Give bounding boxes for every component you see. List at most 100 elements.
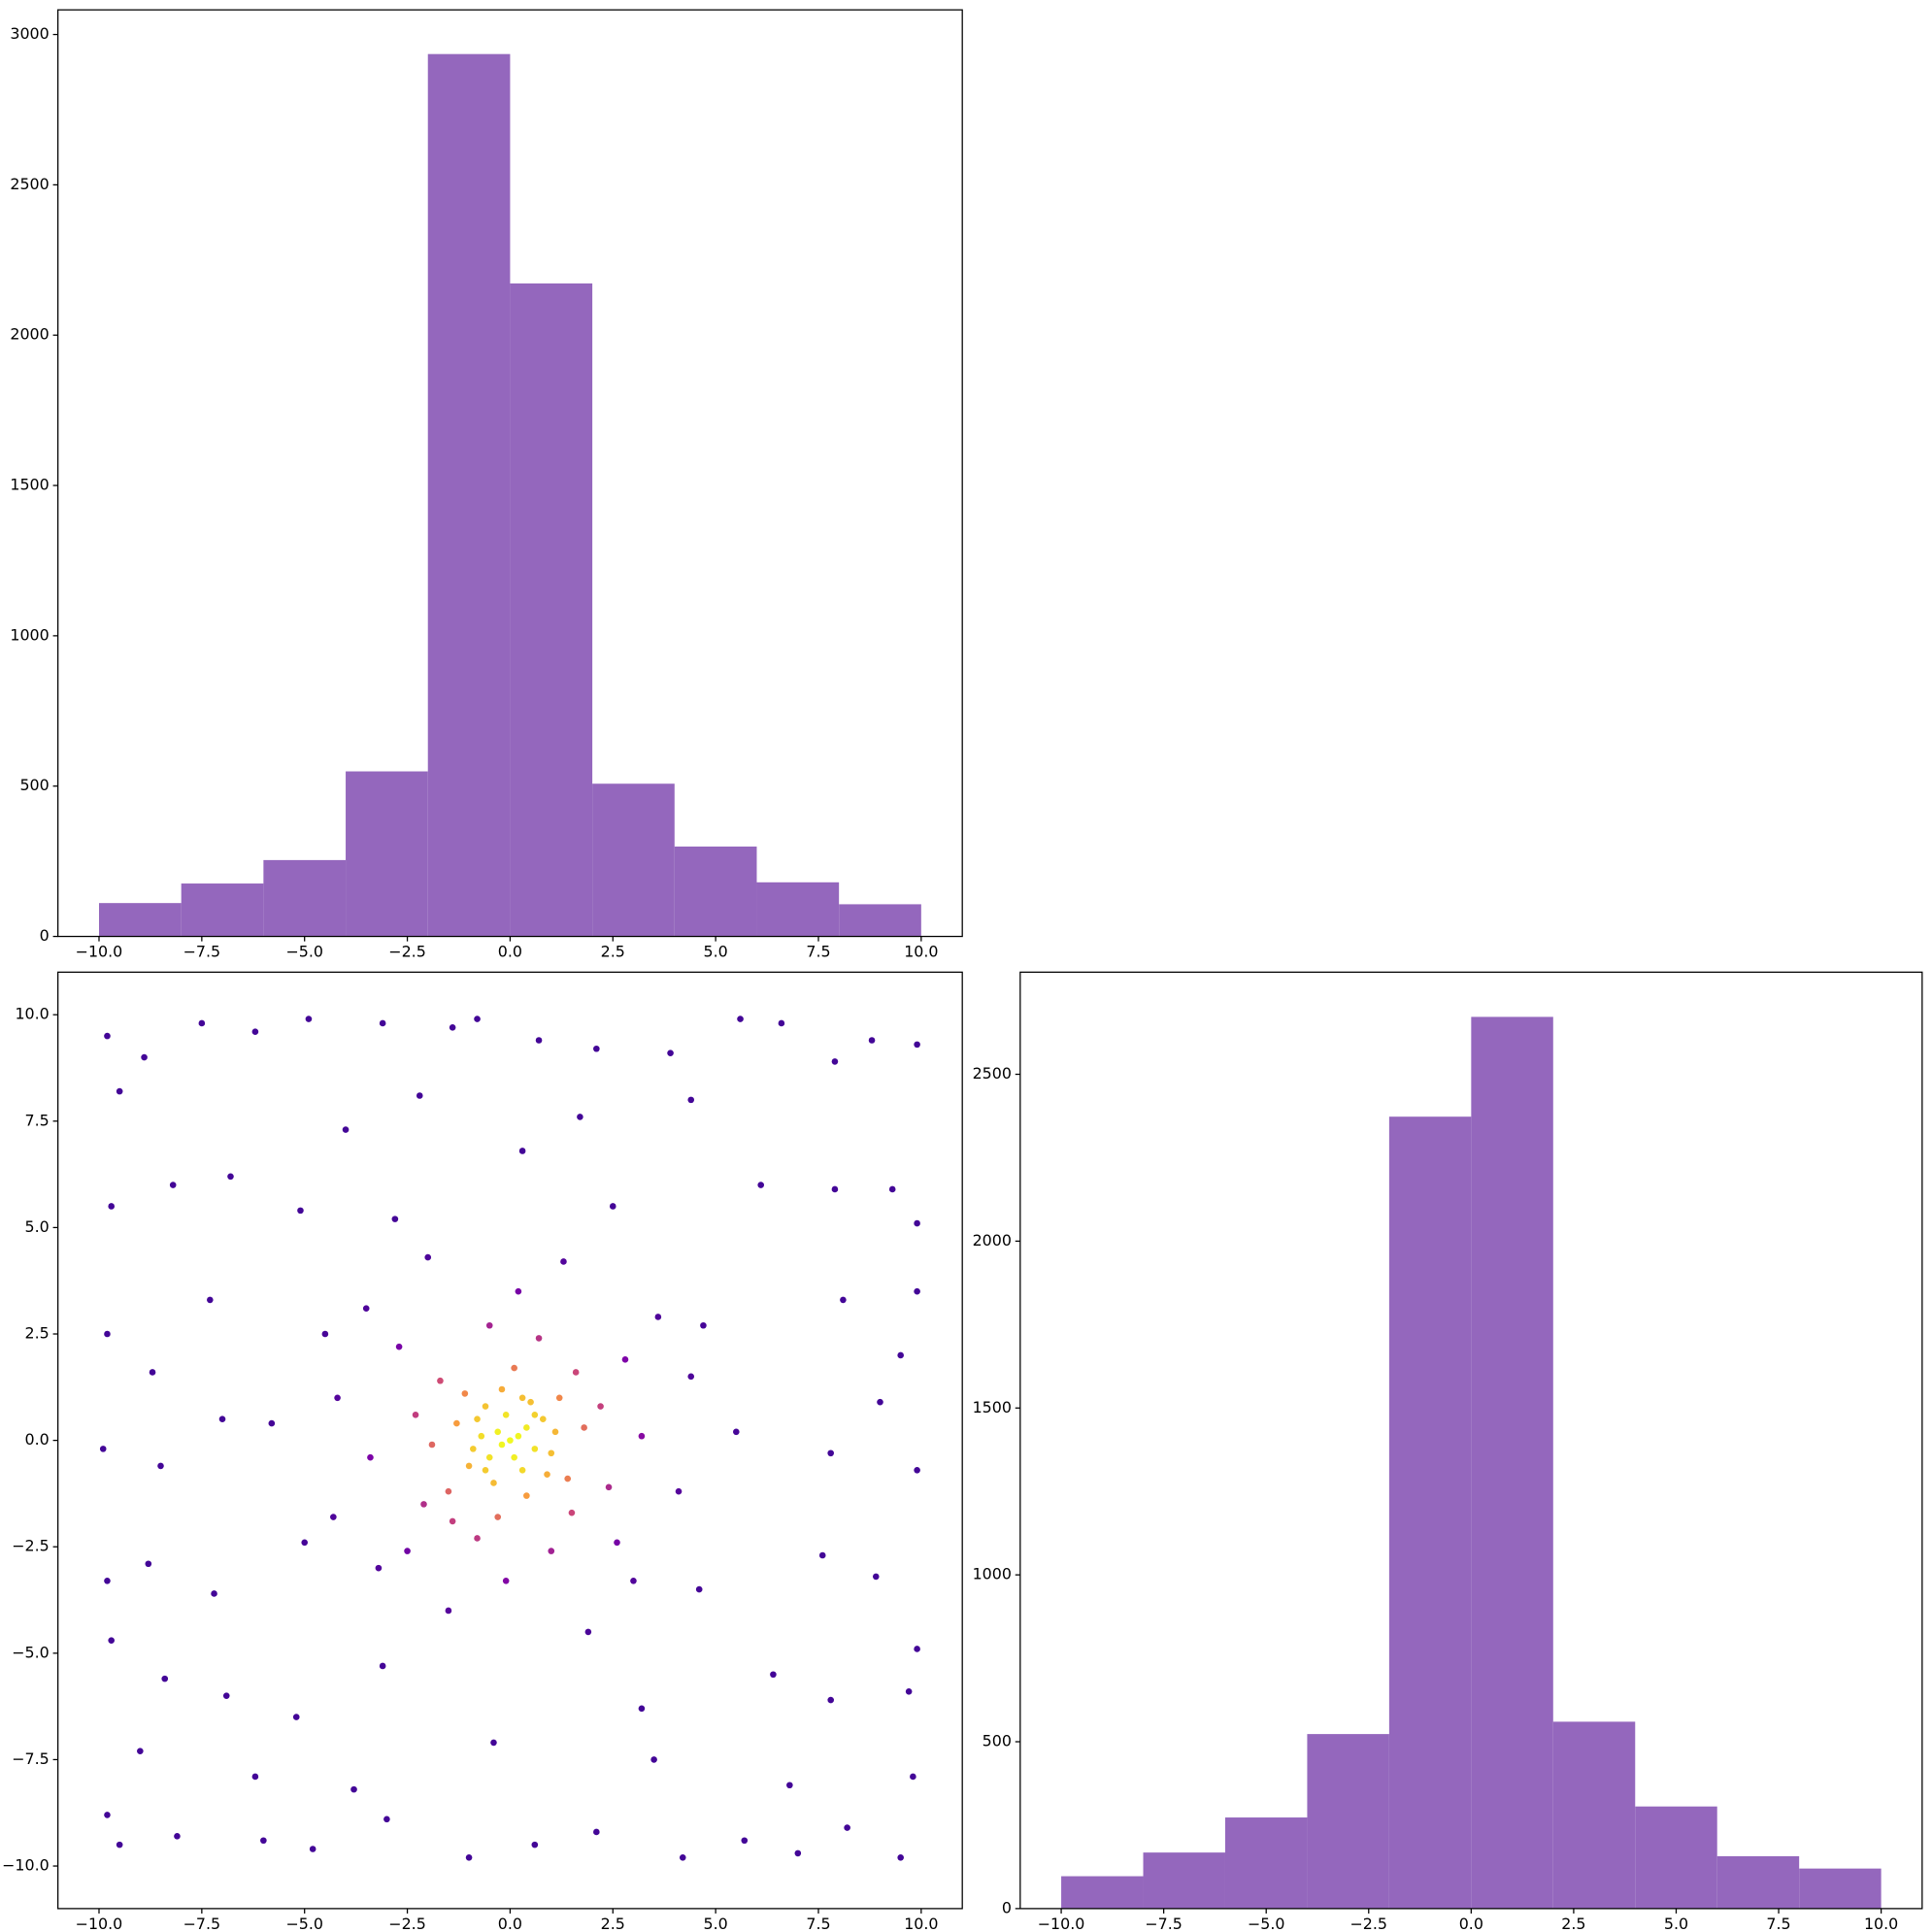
scatter-point <box>614 1539 620 1547</box>
x-tick-label: 10.0 <box>904 1915 938 1932</box>
scatter-point <box>914 1041 920 1049</box>
scatter-point <box>840 1296 847 1304</box>
scatter-point <box>531 1841 539 1849</box>
x-tick-label: 10.0 <box>1864 1915 1898 1932</box>
scatter-point <box>511 1453 517 1461</box>
y-tick-label: 2.5 <box>25 1324 50 1343</box>
scatter-point <box>494 1514 502 1520</box>
x-tick-label: −7.5 <box>1145 1915 1183 1932</box>
scatter-point <box>474 1016 481 1022</box>
scatter-point <box>108 1203 115 1210</box>
x-tick-label: 7.5 <box>806 1915 830 1932</box>
scatter-point <box>609 1203 616 1210</box>
scatter-point <box>482 1467 489 1474</box>
scatter-point <box>555 1394 563 1402</box>
scatter-point <box>260 1837 267 1845</box>
scatter-point <box>560 1258 567 1265</box>
scatter-point <box>478 1432 485 1440</box>
scatter-point <box>914 1219 920 1227</box>
scatter-point <box>449 1024 456 1031</box>
scatter-point <box>518 1467 526 1474</box>
scatter-point <box>700 1321 707 1329</box>
scatter-point <box>737 1016 744 1022</box>
x-tick-label: 0.0 <box>498 943 522 961</box>
scatter-point <box>350 1785 357 1793</box>
x-tick-label: −5.0 <box>1248 1915 1285 1932</box>
scatter-point <box>412 1412 419 1418</box>
scatter-point <box>379 1019 386 1027</box>
x-tick-label: 0.0 <box>1459 1915 1483 1932</box>
bar <box>1635 1806 1717 1909</box>
scatter-point <box>518 1394 526 1402</box>
scatter-point <box>535 1335 543 1342</box>
scatter-point <box>104 1812 111 1818</box>
scatter-point <box>827 1449 834 1457</box>
scatter-point <box>161 1675 169 1682</box>
scatter-point <box>910 1773 916 1781</box>
scatter-point <box>650 1756 657 1763</box>
x-tick-label: −10.0 <box>1038 1915 1085 1932</box>
scatter-point <box>251 1773 259 1781</box>
scatter-point <box>621 1356 629 1363</box>
scatter-point <box>897 1351 904 1359</box>
scatter-point <box>367 1453 374 1461</box>
scatter-point <box>597 1403 604 1410</box>
scatter-point <box>581 1424 587 1431</box>
scatter-point <box>888 1185 896 1193</box>
x-tick-label: 5.0 <box>704 943 728 961</box>
scatter-point <box>445 1487 452 1495</box>
y-tick-label: 2000 <box>10 325 49 344</box>
y-tick-label: 10.0 <box>15 1005 49 1023</box>
scatter-point <box>174 1833 181 1840</box>
x-tick-label: −7.5 <box>183 1915 221 1932</box>
y-tick-label: 1500 <box>973 1398 1012 1416</box>
scatter-point <box>465 1462 473 1470</box>
scatter-point <box>218 1416 226 1422</box>
bar <box>1388 1116 1472 1909</box>
scatter-point <box>490 1480 497 1486</box>
scatter-point <box>905 1687 913 1695</box>
scatter-point <box>437 1377 444 1384</box>
scatter-point <box>577 1114 583 1120</box>
scatter-point <box>416 1092 423 1099</box>
scatter-point <box>502 1577 510 1584</box>
scatter-point <box>794 1849 802 1857</box>
y-tick-label: 500 <box>19 776 49 794</box>
scatter-point <box>531 1446 539 1452</box>
bar <box>263 859 347 937</box>
x-tick-label: 2.5 <box>601 1915 625 1932</box>
scatter-point <box>511 1364 517 1372</box>
scatter-point <box>778 1019 785 1027</box>
y-tick-label: −5.0 <box>12 1643 50 1661</box>
scatter-point <box>914 1467 920 1474</box>
scatter-point <box>518 1148 526 1154</box>
bar <box>1061 1876 1144 1909</box>
scatter-point <box>391 1216 399 1222</box>
scatter-point <box>831 1185 839 1193</box>
scatter-point <box>695 1585 703 1593</box>
x-tick-label: −10.0 <box>76 1915 123 1932</box>
scatter-point <box>227 1173 234 1181</box>
scatter-point <box>523 1492 530 1499</box>
scatter-point <box>877 1398 883 1406</box>
y-tick-label: 2000 <box>973 1231 1012 1249</box>
scatter-point <box>786 1782 793 1789</box>
scatter-point <box>914 1646 920 1652</box>
scatter-point <box>485 1321 493 1329</box>
scatter-point <box>383 1815 390 1823</box>
scatter-point <box>157 1462 164 1470</box>
scatter-point <box>818 1551 826 1559</box>
scatter-point <box>297 1207 304 1215</box>
scatter-point <box>99 1446 107 1452</box>
scatter-point <box>330 1514 337 1520</box>
y-tick-label: 2500 <box>973 1064 1012 1083</box>
scatter-point <box>531 1412 539 1418</box>
x-tick-label: −2.5 <box>1350 1915 1388 1932</box>
scatter-point <box>424 1253 432 1261</box>
y-tick-label: 7.5 <box>25 1111 50 1129</box>
x-tick-label: −10.0 <box>76 943 123 961</box>
bar <box>1307 1734 1389 1909</box>
scatter-point <box>593 1045 600 1052</box>
scatter-point <box>445 1607 452 1615</box>
scatter-point <box>638 1705 646 1713</box>
